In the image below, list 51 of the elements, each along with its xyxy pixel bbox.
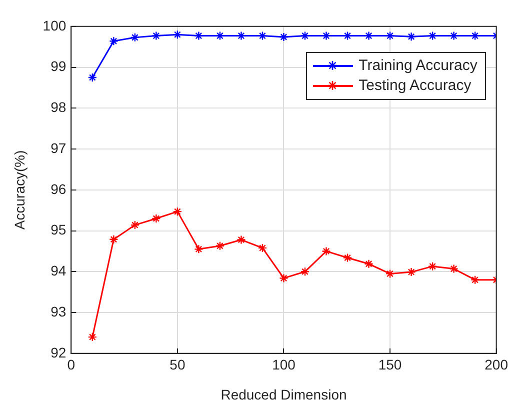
point [215, 31, 225, 40]
point [470, 275, 480, 284]
point [470, 31, 480, 40]
point [109, 36, 118, 46]
point [130, 220, 140, 230]
point [406, 267, 416, 277]
point [279, 274, 288, 283]
legend-label: Testing Accuracy [358, 76, 472, 96]
y-tick-label: 93 [50, 303, 66, 320]
point [364, 259, 374, 268]
x-tick-label: 100 [272, 356, 296, 373]
point [342, 31, 352, 40]
point [88, 72, 98, 82]
point [152, 31, 161, 40]
point [449, 264, 458, 274]
y-tick-label: 94 [50, 262, 66, 279]
point [406, 32, 416, 42]
y-tick-label: 99 [50, 58, 66, 74]
point [279, 32, 288, 42]
point [258, 243, 268, 253]
y-tick-label: 100 [42, 17, 66, 34]
point [258, 31, 268, 40]
point [428, 262, 438, 271]
x-tick-label: 200 [484, 356, 508, 373]
y-tick-label: 98 [50, 99, 66, 116]
point [88, 332, 98, 342]
point [109, 234, 118, 244]
point [172, 206, 182, 216]
point [428, 31, 438, 40]
point [152, 214, 161, 224]
point [385, 31, 395, 40]
x-tick-label: 50 [170, 356, 186, 373]
point [194, 244, 204, 254]
point [342, 253, 352, 262]
point [130, 32, 140, 42]
y-tick-label: 97 [50, 140, 66, 156]
y-tick-label: 96 [50, 180, 66, 197]
y-tick-label: 92 [50, 344, 66, 360]
point [236, 235, 246, 244]
x-axis-title: Reduced Dimension [220, 386, 347, 402]
point [385, 269, 395, 278]
y-tick-label: 95 [50, 222, 66, 238]
point [322, 246, 331, 256]
x-tick-label: 0 [67, 356, 76, 373]
point [300, 31, 310, 40]
x-tick-label: 150 [378, 356, 402, 373]
point [300, 267, 310, 276]
point [172, 30, 182, 40]
point [215, 241, 225, 250]
legend-label: Training Accuracy [358, 56, 478, 76]
y-axis-title: Accuracy(%) [11, 150, 28, 230]
